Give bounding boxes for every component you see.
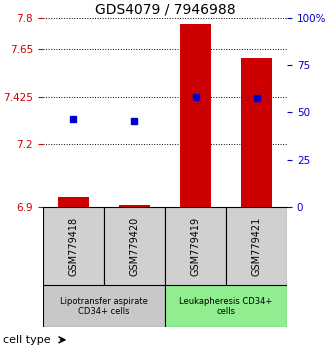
Bar (241, 58, 272, 207)
Bar (43, 207, 104, 285)
Bar (104, 207, 165, 285)
Bar (180, 24, 211, 207)
Bar (226, 207, 287, 285)
Bar (119, 205, 150, 207)
Text: GSM779418: GSM779418 (68, 216, 79, 276)
Text: Lipotransfer aspirate
CD34+ cells: Lipotransfer aspirate CD34+ cells (60, 297, 148, 316)
Text: GSM779419: GSM779419 (190, 216, 201, 276)
Bar (58, 196, 89, 207)
Title: GDS4079 / 7946988: GDS4079 / 7946988 (95, 2, 235, 17)
Bar (43, 285, 165, 327)
Text: Leukapheresis CD34+
cells: Leukapheresis CD34+ cells (180, 297, 273, 316)
Bar (165, 207, 226, 285)
Text: GSM779421: GSM779421 (251, 216, 262, 276)
Text: GSM779420: GSM779420 (129, 216, 140, 276)
Text: cell type: cell type (3, 335, 51, 345)
Bar (165, 285, 287, 327)
